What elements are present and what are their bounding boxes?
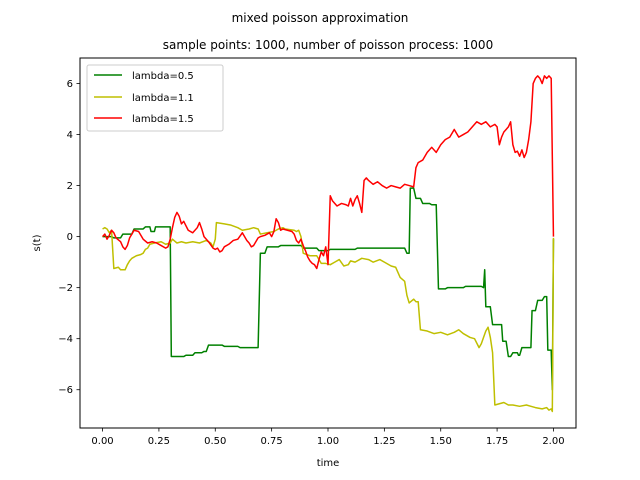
y-tick-label: 2 xyxy=(67,181,73,192)
y-tick-label: −2 xyxy=(58,283,73,294)
x-axis-label: time xyxy=(317,458,340,469)
x-tick-label: 1.00 xyxy=(317,436,339,447)
x-tick-label: 1.25 xyxy=(373,436,395,447)
chart-suptitle: mixed poisson approximation xyxy=(232,11,409,25)
x-tick-label: 1.50 xyxy=(430,436,452,447)
legend: lambda=0.5 lambda=1.1 lambda=1.5 xyxy=(86,64,224,132)
y-axis-ticks: −6 −4 −2 0 2 4 6 xyxy=(58,79,80,396)
series-line-lambda-0-5 xyxy=(102,187,555,391)
x-axis-ticks: 0.00 0.25 0.50 0.75 1.00 1.25 1.50 1.75 2.00 xyxy=(91,428,565,447)
y-tick-label: 4 xyxy=(67,130,73,141)
y-tick-label: 6 xyxy=(67,79,73,90)
x-tick-label: 0.50 xyxy=(204,436,226,447)
series-line-lambda-1-5 xyxy=(101,75,555,270)
x-tick-label: 0.25 xyxy=(148,436,170,447)
legend-box xyxy=(86,64,224,132)
x-tick-label: 1.75 xyxy=(486,436,508,447)
series-layer xyxy=(101,75,555,413)
y-tick-label: 0 xyxy=(67,232,73,243)
y-tick-label: −6 xyxy=(58,385,73,396)
y-tick-label: −4 xyxy=(58,334,73,345)
x-tick-label: 0.00 xyxy=(91,436,113,447)
legend-entry-lambda-1-1: lambda=1.1 xyxy=(132,93,194,104)
y-axis-label: s(t) xyxy=(32,234,43,251)
x-tick-label: 2.00 xyxy=(542,436,564,447)
chart-title: sample points: 1000, number of poisson p… xyxy=(163,38,493,52)
legend-entry-lambda-1-5: lambda=1.5 xyxy=(132,114,194,125)
legend-entry-lambda-0-5: lambda=0.5 xyxy=(132,71,194,82)
x-tick-label: 0.75 xyxy=(261,436,283,447)
